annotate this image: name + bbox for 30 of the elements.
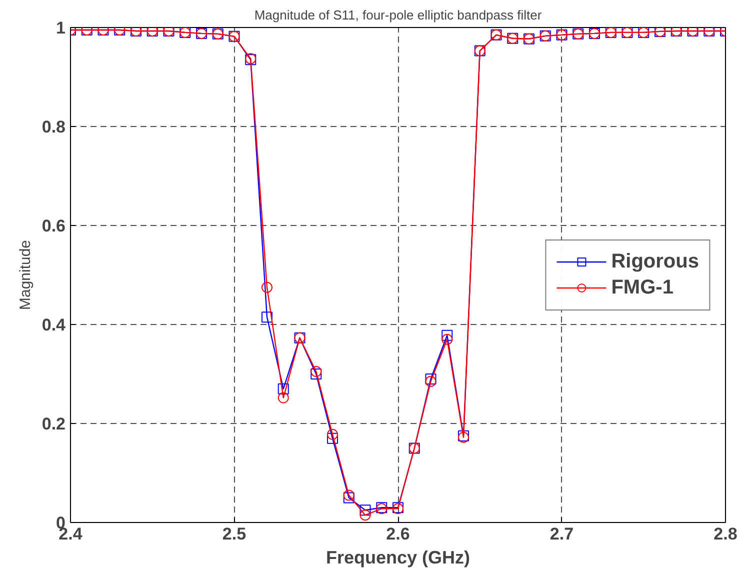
y-tick-label: 0.4	[42, 316, 66, 334]
point	[442, 330, 453, 341]
point	[343, 492, 354, 504]
point	[425, 376, 436, 387]
point	[360, 510, 371, 521]
chart-title: Magnitude of S11, four-pole elliptic bandpass filter	[254, 8, 542, 22]
point	[442, 334, 453, 345]
x-tick-label: 2.7	[550, 524, 574, 544]
x-tick-label: 2.5	[222, 524, 246, 544]
point	[327, 432, 338, 444]
point	[360, 504, 371, 516]
point	[310, 368, 322, 380]
y-tick-label: 0.8	[42, 118, 66, 136]
point	[425, 373, 436, 384]
point	[343, 490, 354, 501]
point	[262, 282, 272, 293]
y-tick-label: 0.2	[42, 414, 66, 434]
point	[262, 312, 272, 323]
point	[278, 392, 289, 404]
x-tick-label: 2.8	[714, 524, 738, 544]
legend-label: FMG-1	[611, 276, 674, 299]
legend-label: Rigorous	[611, 250, 699, 273]
y-tick-label: 0.6	[42, 216, 66, 236]
x-tick-label: 2.6	[386, 524, 410, 544]
point	[327, 428, 338, 440]
y-axis-title: Magnitude	[16, 240, 34, 310]
x-axis-title: Frequency (GHz)	[326, 548, 470, 568]
point	[278, 383, 289, 394]
y-tick-label: 1	[56, 18, 66, 38]
point	[310, 366, 322, 378]
